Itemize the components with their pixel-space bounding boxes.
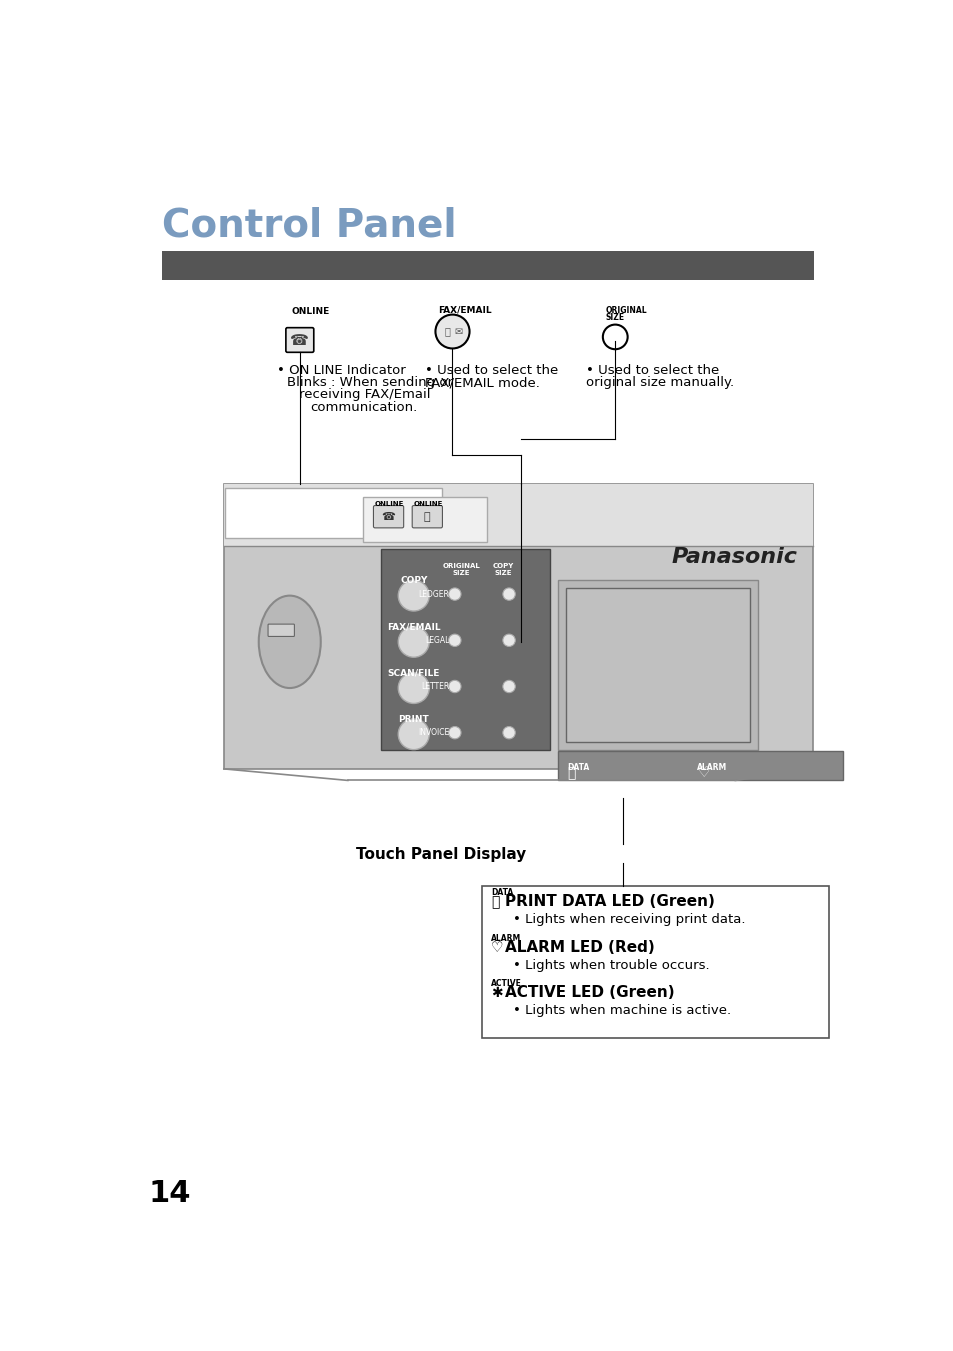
Text: • Lights when trouble occurs.: • Lights when trouble occurs.: [513, 959, 709, 973]
Circle shape: [397, 719, 429, 750]
Text: • Used to select the: • Used to select the: [425, 363, 558, 377]
Text: ONLINE: ONLINE: [291, 307, 329, 316]
Circle shape: [502, 588, 515, 600]
Circle shape: [502, 681, 515, 693]
Text: FAX/EMAIL: FAX/EMAIL: [438, 305, 492, 315]
Text: communication.: communication.: [310, 401, 416, 413]
Circle shape: [602, 324, 627, 349]
Text: FAX/EMAIL mode.: FAX/EMAIL mode.: [425, 376, 539, 389]
Text: Blinks : When sending or: Blinks : When sending or: [287, 376, 453, 389]
Text: Control Panel: Control Panel: [162, 207, 456, 245]
Ellipse shape: [258, 596, 320, 688]
Bar: [558, 580, 757, 750]
FancyBboxPatch shape: [268, 624, 294, 636]
Circle shape: [397, 580, 429, 611]
Text: 14: 14: [149, 1178, 191, 1208]
Text: ACTIVE LED (Green): ACTIVE LED (Green): [505, 985, 674, 1000]
Text: ✉: ✉: [455, 327, 462, 336]
Text: LEDGER: LEDGER: [418, 589, 449, 598]
Text: FAX/EMAIL: FAX/EMAIL: [387, 623, 440, 631]
Bar: [565, 588, 749, 742]
Text: ONLINE: ONLINE: [414, 501, 442, 507]
Bar: [481, 886, 828, 1039]
Circle shape: [435, 315, 469, 349]
Bar: [381, 550, 550, 750]
Text: LETTER: LETTER: [420, 682, 449, 690]
Circle shape: [448, 727, 460, 739]
Text: SCAN/FILE: SCAN/FILE: [387, 669, 439, 678]
Circle shape: [502, 634, 515, 646]
Text: PRINT DATA LED (Green): PRINT DATA LED (Green): [505, 894, 715, 909]
Text: ALARM LED (Red): ALARM LED (Red): [505, 940, 655, 955]
Text: SIZE: SIZE: [605, 312, 624, 322]
FancyBboxPatch shape: [363, 497, 487, 542]
Text: Touch Panel Display: Touch Panel Display: [355, 847, 525, 862]
Text: ONLINE: ONLINE: [375, 501, 404, 507]
Circle shape: [502, 727, 515, 739]
Text: LEGAL: LEGAL: [425, 636, 449, 644]
Text: ⎙: ⎙: [567, 766, 575, 780]
Circle shape: [448, 634, 460, 646]
FancyBboxPatch shape: [373, 505, 403, 528]
FancyBboxPatch shape: [286, 328, 314, 353]
Bar: [224, 484, 812, 769]
Text: • Used to select the: • Used to select the: [585, 363, 719, 377]
Text: • ON LINE Indicator: • ON LINE Indicator: [277, 363, 406, 377]
Text: DATA: DATA: [491, 888, 513, 897]
FancyBboxPatch shape: [412, 505, 442, 528]
Text: ♡: ♡: [697, 766, 709, 780]
Text: • Lights when receiving print data.: • Lights when receiving print data.: [513, 913, 744, 925]
Text: ORIGINAL
SIZE: ORIGINAL SIZE: [441, 563, 479, 577]
Text: INVOICE: INVOICE: [417, 728, 449, 738]
Text: ⎙: ⎙: [444, 327, 451, 336]
Text: ♡: ♡: [491, 942, 503, 955]
Bar: [225, 488, 442, 538]
Text: Panasonic: Panasonic: [671, 547, 797, 567]
Text: ALARM: ALARM: [491, 934, 521, 943]
Text: PRINT: PRINT: [398, 715, 429, 724]
Text: ALARM: ALARM: [697, 763, 727, 771]
Bar: [224, 484, 812, 546]
Text: ⎙: ⎙: [423, 512, 430, 521]
Text: receiving FAX/Email: receiving FAX/Email: [298, 389, 430, 401]
Text: ORIGINAL: ORIGINAL: [605, 305, 647, 315]
Text: ☎: ☎: [290, 334, 309, 349]
Circle shape: [448, 588, 460, 600]
Text: COPY
SIZE: COPY SIZE: [493, 563, 514, 577]
Text: • Lights when machine is active.: • Lights when machine is active.: [513, 1004, 730, 1017]
Text: ✱: ✱: [491, 986, 502, 1000]
Text: ACTIVE: ACTIVE: [491, 978, 521, 988]
Text: original size manually.: original size manually.: [585, 376, 733, 389]
Text: COPY: COPY: [399, 577, 427, 585]
Bar: [162, 251, 814, 280]
Text: DATA: DATA: [567, 763, 589, 771]
Circle shape: [397, 627, 429, 657]
Text: ☎: ☎: [381, 512, 395, 521]
Text: ⎙: ⎙: [491, 894, 499, 909]
Circle shape: [397, 673, 429, 704]
Circle shape: [448, 681, 460, 693]
Bar: [558, 751, 842, 781]
